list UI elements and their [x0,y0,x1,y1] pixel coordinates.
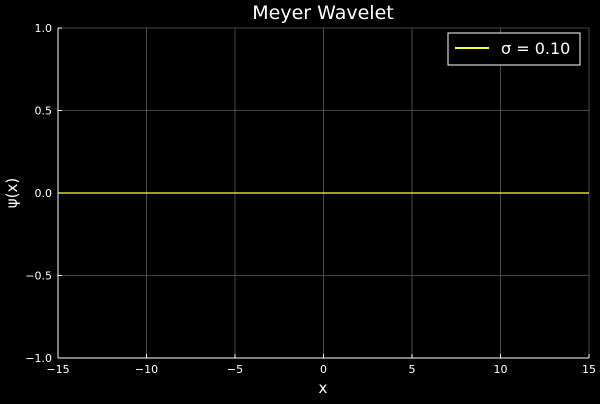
y-tick-label: 0.5 [35,105,53,118]
y-tick-label: −1.0 [25,352,52,365]
x-tick-label: 15 [582,363,596,376]
x-tick-label: 0 [320,363,327,376]
chart-title: Meyer Wavelet [252,2,393,24]
y-tick-label: −0.5 [25,270,52,283]
x-tick-label: 5 [409,363,416,376]
y-tick-label: 0.0 [35,187,53,200]
legend: σ = 0.10 [447,32,581,66]
legend-entry-label: σ = 0.10 [501,39,570,58]
x-tick-label: −10 [135,363,158,376]
y-axis-label: ψ(x) [3,178,21,208]
x-axis-label: x [319,379,328,397]
y-tick-label: 1.0 [35,22,53,35]
x-tick-label: −5 [227,363,243,376]
x-tick-label: −15 [46,363,69,376]
x-tick-label: 10 [494,363,508,376]
tick-labels: −15 −10 −5 0 5 10 15 −1.0 −0.5 0.0 0.5 1.0 [25,22,596,376]
